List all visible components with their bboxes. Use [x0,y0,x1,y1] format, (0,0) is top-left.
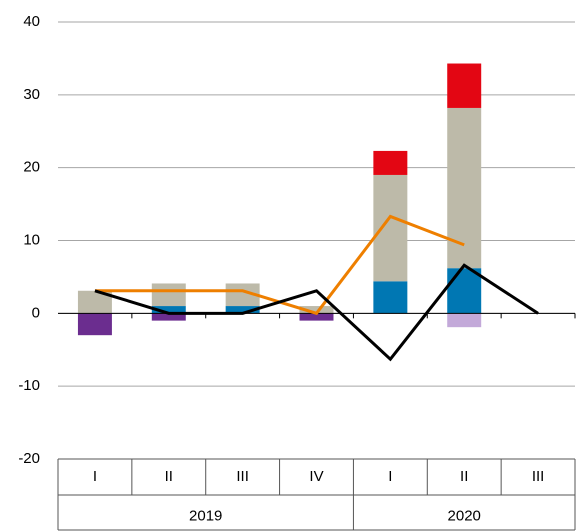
bar-segment [299,306,334,314]
x-tick-label: III [236,468,249,485]
bar-segment [151,306,186,314]
x-tick-label: II [460,468,468,485]
y-tick-label: -20 [18,450,40,467]
bar-segment [151,283,186,307]
bar-segment [151,313,186,321]
bar-segment [299,313,334,321]
x-tick-label: IV [309,468,323,485]
bar-segment [447,268,482,314]
bar-segment [447,313,482,328]
y-tick-label: -10 [18,377,40,394]
line-series [94,214,465,316]
bar-segment [447,63,482,108]
x-tick-label: II [165,468,173,485]
y-tick-label: 30 [23,86,40,103]
x-tick-label: I [93,468,97,485]
x-tick-label: III [532,468,545,485]
y-tick-label: 40 [23,13,40,30]
x-group-label: 2019 [189,507,222,524]
bar-segment [373,281,408,314]
line-series [94,263,539,362]
y-tick-label: 10 [23,231,40,248]
bar-segment [373,150,408,175]
bar-segment [225,306,260,314]
bar-segment [373,174,408,282]
x-group-label: 2020 [448,507,481,524]
y-tick-label: 20 [23,159,40,176]
bar-segment [77,313,112,336]
y-tick-label: 0 [32,304,40,321]
bar-segment [77,290,112,314]
x-tick-label: I [388,468,392,485]
bar-segment [225,283,260,307]
